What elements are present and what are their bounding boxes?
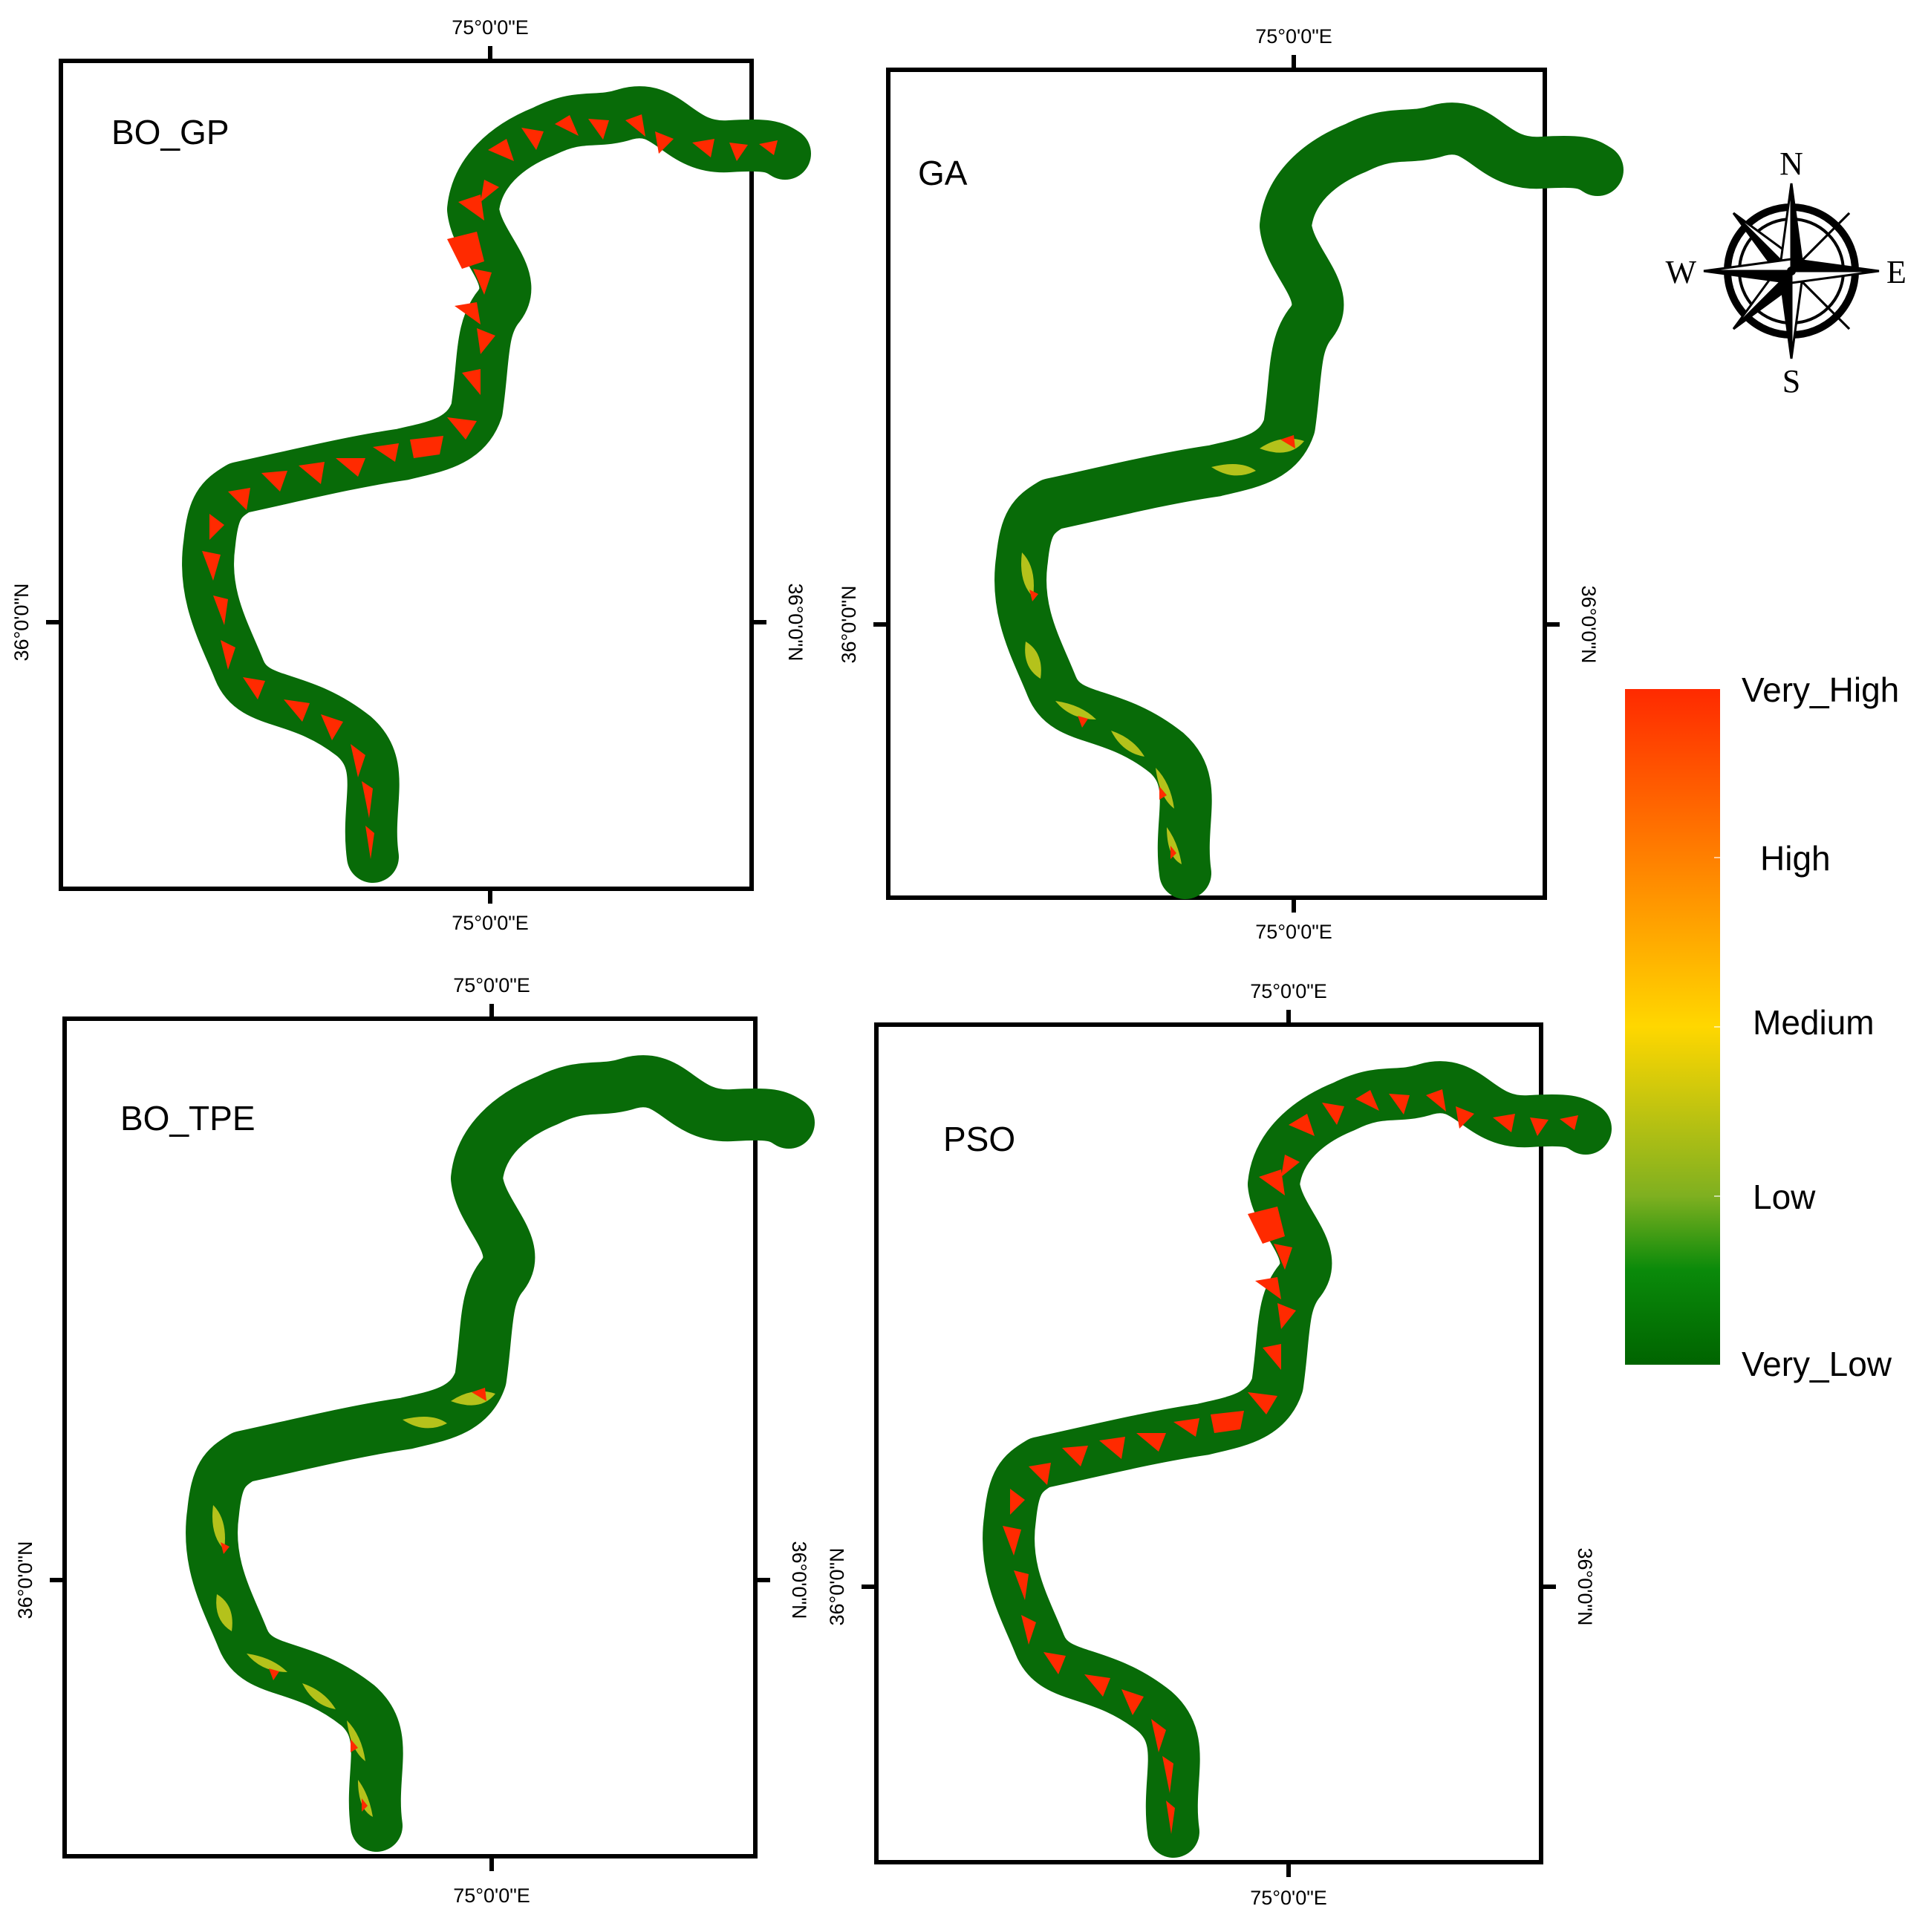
- map-frame: [62, 1016, 758, 1858]
- panel-label: BO_TPE: [120, 1099, 255, 1138]
- panel-label: GA: [918, 154, 968, 192]
- panel-label: PSO: [943, 1120, 1015, 1158]
- map-frame: [874, 1022, 1543, 1864]
- longitude-label-bottom: 75°0'0"E: [452, 912, 529, 934]
- legend-label-very-low: Very_Low: [1742, 1345, 1892, 1383]
- longitude-label-top: 75°0'0"E: [1255, 25, 1332, 48]
- latitude-label-right: 36°0'0"N: [784, 583, 807, 661]
- legend: Very_High High Medium Low Very_Low: [1625, 670, 1899, 1383]
- map-frame: [59, 59, 754, 891]
- legend-label-medium: Medium: [1753, 1003, 1875, 1042]
- longitude-label-top: 75°0'0"E: [1250, 980, 1327, 1002]
- latitude-label-right: 36°0'0"N: [1577, 585, 1600, 663]
- map-panel-bo-gp: BO_GP 75°0'0"E 75°0'0"E 36°0'0"N 36°0'0"…: [10, 16, 807, 934]
- map-frame: [886, 68, 1547, 900]
- compass-south-label: S: [1782, 363, 1800, 399]
- compass-north-label: N: [1779, 146, 1803, 182]
- legend-label-high: High: [1760, 839, 1831, 878]
- legend-label-very-high: Very_High: [1742, 670, 1899, 709]
- latitude-label-left: 36°0'0"N: [14, 1541, 36, 1619]
- longitude-label-bottom: 75°0'0"E: [453, 1884, 530, 1907]
- map-panel-bo-tpe: BO_TPE 75°0'0"E 75°0'0"E 36°0'0"N 36°0'0…: [14, 974, 810, 1907]
- compass-east-label: E: [1886, 254, 1906, 290]
- latitude-label-right: 36°0'0"N: [788, 1541, 810, 1619]
- latitude-label-right: 36°0'0"N: [1574, 1547, 1596, 1625]
- map-panel-pso: PSO 75°0'0"E 75°0'0"E 36°0'0"N 36°0'0"N: [826, 980, 1596, 1909]
- compass-rose-icon: N S E W: [1665, 146, 1906, 399]
- panel-label: BO_GP: [111, 113, 229, 151]
- latitude-label-left: 36°0'0"N: [838, 585, 860, 663]
- latitude-label-left: 36°0'0"N: [10, 583, 33, 661]
- longitude-label-top: 75°0'0"E: [453, 974, 530, 996]
- legend-label-low: Low: [1753, 1178, 1816, 1216]
- longitude-label-bottom: 75°0'0"E: [1255, 921, 1332, 943]
- legend-color-ramp: [1625, 689, 1720, 1365]
- compass-west-label: W: [1665, 254, 1696, 290]
- latitude-label-left: 36°0'0"N: [826, 1547, 848, 1625]
- map-panel-ga: GA 75°0'0"E 75°0'0"E 36°0'0"N 36°0'0"N: [838, 25, 1600, 943]
- longitude-label-bottom: 75°0'0"E: [1250, 1887, 1327, 1909]
- longitude-label-top: 75°0'0"E: [452, 16, 529, 39]
